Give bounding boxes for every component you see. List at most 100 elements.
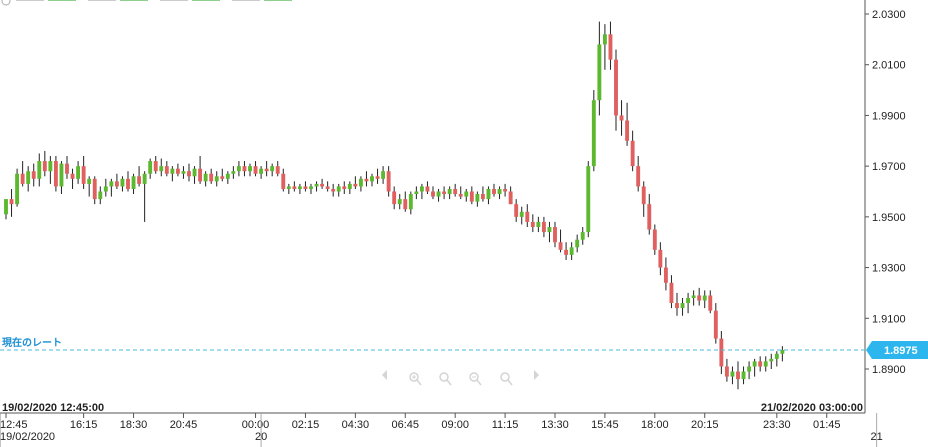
x-tick-label: 04:30 [342,419,370,431]
candle-body [564,249,569,255]
candle-body [458,194,463,197]
candle [87,176,92,197]
candle-body [519,211,524,217]
candle-body [214,176,219,182]
candle-body [741,371,746,380]
candle [419,183,424,200]
x-tick-label: 15:45 [591,419,619,431]
candle [214,171,219,187]
zoom-in-icon[interactable] [409,372,422,386]
candle-body [87,178,92,184]
candle-body [558,242,563,250]
candle-body [419,186,424,192]
candle [331,183,336,197]
candle-body [236,166,241,172]
candle-body [297,186,302,189]
ohlc-legend [1,0,292,6]
range-start-label: 19/02/2020 12:45:00 [2,402,104,414]
candle-body [259,168,264,174]
candle [414,186,419,200]
candle-body [153,161,158,172]
candle [730,366,735,385]
candle [569,242,574,260]
candle-body [358,178,363,187]
candle [4,199,8,220]
candle [458,186,463,200]
candle [53,156,58,192]
candle [381,166,386,184]
candle [109,178,114,197]
candle [492,183,496,197]
candle-body [336,186,341,192]
arrow-left-icon[interactable] [382,370,387,380]
candle-body [309,186,313,189]
candle [142,171,147,222]
candle-body [187,171,191,177]
candle-body [708,295,713,311]
candle-body [59,163,64,187]
range-end-label: 21/02/2020 03:00:00 [761,402,863,414]
candle [164,161,169,177]
candle [187,163,191,182]
candle-body [15,173,20,205]
candle [9,188,14,217]
candle-body [347,183,352,189]
candle-body [636,166,641,187]
candle [236,161,241,177]
zoom-reset-icon[interactable] [439,372,452,386]
y-tick-label: 1.9500 [872,212,906,224]
zoom-out-icon[interactable] [469,372,482,386]
candle-body [408,194,413,210]
candle-body [497,188,502,195]
candle-body [752,361,757,367]
candle [691,290,696,306]
candle-body [614,59,618,116]
candle [597,21,602,116]
arrow-right-icon[interactable] [534,370,539,380]
candle-body [281,173,286,189]
candle [541,216,546,238]
candle-body [541,221,546,233]
legend-value-stub [192,0,220,1]
candle [774,351,779,367]
candle-body [175,168,180,174]
candle-body [536,221,541,227]
chart-navigation[interactable] [382,370,539,386]
candle-body [70,173,75,179]
candle-body [425,186,430,192]
current-rate-indicator: 現在のレート 1.8975 [0,336,928,359]
candle [70,168,75,189]
candle-body [37,161,42,179]
candle [264,161,269,177]
candle-body [381,171,386,179]
candle-body [663,267,668,283]
candle [170,166,175,182]
candle [464,188,469,202]
y-tick-label: 1.9300 [872,263,906,275]
candle [514,199,519,222]
candle [270,163,275,177]
candle [724,358,729,382]
candle [630,130,635,172]
x-tick-label: 18:00 [641,419,669,431]
candle [397,194,402,210]
candle [103,178,108,197]
candle [259,166,264,179]
candle-body [514,204,519,217]
zoom-fit-icon[interactable] [500,372,513,386]
legend-label-stub [88,0,116,1]
candle-body [65,163,69,174]
candle [353,176,358,189]
candle [286,183,291,195]
candle [713,303,718,344]
candle [15,168,20,207]
candle [358,176,363,192]
candle-body [114,181,119,187]
candle [553,221,557,248]
candle [669,275,674,309]
candle-body [641,186,646,205]
candle [708,290,713,314]
candle [641,181,646,217]
candle-body [31,171,36,179]
